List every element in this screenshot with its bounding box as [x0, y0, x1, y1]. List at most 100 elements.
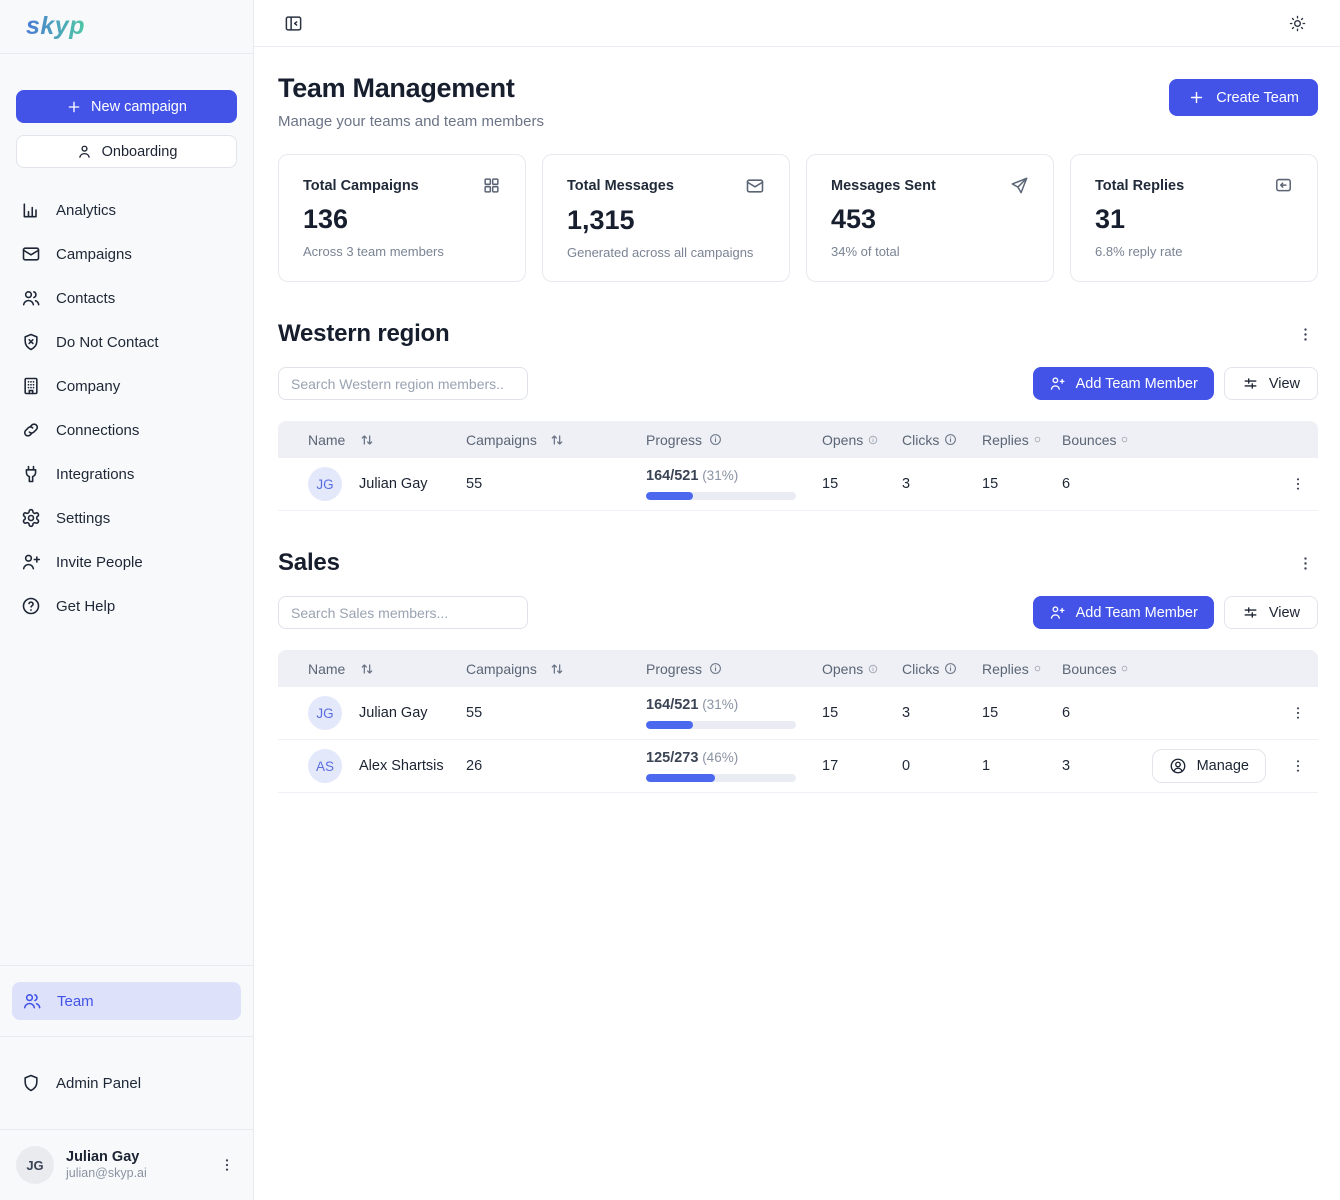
- column-header-opens: Opens: [822, 432, 902, 448]
- column-header-bounces: Bounces: [1062, 661, 1142, 677]
- row-menu-button[interactable]: [1286, 472, 1310, 496]
- sidebar-item-campaigns[interactable]: Campaigns: [0, 232, 253, 276]
- sort-icon: [549, 661, 565, 677]
- row-menu-button[interactable]: [1286, 701, 1310, 725]
- sidebar-item-integrations[interactable]: Integrations: [0, 452, 253, 496]
- stat-label: Total Replies: [1095, 177, 1185, 194]
- column-header-replies: Replies: [982, 432, 1062, 448]
- mail-icon: [21, 244, 41, 264]
- member-name: Julian Gay: [359, 705, 428, 721]
- sidebar-item-company[interactable]: Company: [0, 364, 253, 408]
- sidebar-item-analytics[interactable]: Analytics: [0, 188, 253, 232]
- new-campaign-button[interactable]: New campaign: [16, 90, 237, 123]
- add-team-member-button[interactable]: Add Team Member: [1032, 367, 1214, 400]
- info-icon[interactable]: [868, 435, 878, 445]
- shield-icon: [21, 1073, 41, 1093]
- gear-icon: [21, 508, 41, 528]
- info-icon[interactable]: [1034, 665, 1041, 672]
- sidebar-item-label: Campaigns: [56, 245, 132, 263]
- progress-text: 164/521 (31%): [646, 697, 739, 713]
- info-icon[interactable]: [1034, 436, 1041, 443]
- progress-cell: 164/521 (31%): [646, 697, 822, 729]
- onboarding-button[interactable]: Onboarding: [16, 135, 237, 168]
- sidebar-item-team[interactable]: Team: [12, 982, 241, 1020]
- create-team-button[interactable]: Create Team: [1169, 79, 1318, 116]
- team-menu-button[interactable]: [1293, 551, 1318, 576]
- table-body: JG Julian Gay 55 164/521 (31%) 15 3 15 6…: [278, 458, 1318, 511]
- team-menu-button[interactable]: [1293, 322, 1318, 347]
- progress-bar-track: [646, 774, 796, 782]
- team-name: Western region: [278, 320, 450, 347]
- divider: [0, 1036, 253, 1037]
- plus-icon: [66, 99, 82, 115]
- column-header-name[interactable]: Name: [278, 661, 466, 677]
- sidebar-item-invite-people[interactable]: Invite People: [0, 540, 253, 584]
- opens-value: 15: [822, 705, 839, 721]
- stat-label: Messages Sent: [831, 177, 936, 194]
- sidebar-item-do-not-contact[interactable]: Do Not Contact: [0, 320, 253, 364]
- view-button[interactable]: View: [1223, 367, 1318, 400]
- clicks-value: 0: [902, 758, 911, 774]
- campaigns-value: 26: [466, 758, 483, 774]
- grid-icon: [482, 176, 501, 195]
- team-name: Sales: [278, 549, 340, 576]
- info-icon[interactable]: [944, 662, 957, 675]
- sidebar-item-label: Get Help: [56, 597, 116, 615]
- table-header-row: Name Campaigns Progress Opens Clicks: [278, 421, 1318, 458]
- progress-bar-fill: [646, 774, 715, 782]
- people-icon: [21, 288, 41, 308]
- info-icon[interactable]: [1121, 436, 1128, 443]
- info-icon[interactable]: [709, 433, 722, 446]
- view-button[interactable]: View: [1223, 596, 1318, 629]
- avatar: JG: [16, 1146, 54, 1184]
- avatar: JG: [308, 696, 342, 730]
- table-header-row: Name Campaigns Progress Opens Clicks: [278, 650, 1318, 687]
- team-search-input[interactable]: [278, 367, 528, 400]
- stat-subtext: Across 3 team members: [303, 244, 444, 259]
- kebab-icon: [1290, 705, 1306, 721]
- sidebar-item-label: Contacts: [56, 289, 116, 307]
- sort-icon: [359, 432, 375, 448]
- column-header-name[interactable]: Name: [278, 432, 466, 448]
- info-icon[interactable]: [1121, 665, 1128, 672]
- add-team-member-button[interactable]: Add Team Member: [1032, 596, 1214, 629]
- campaigns-value: 55: [466, 705, 483, 721]
- column-header-campaigns[interactable]: Campaigns: [466, 432, 646, 448]
- team-search-input[interactable]: [278, 596, 528, 629]
- stat-subtext: Generated across all campaigns: [567, 245, 754, 260]
- team-table: Name Campaigns Progress Opens Clicks: [278, 421, 1318, 511]
- manage-button-label: Manage: [1196, 758, 1249, 774]
- info-icon[interactable]: [944, 433, 957, 446]
- bounces-value: 6: [1062, 476, 1071, 492]
- help-icon: [21, 596, 41, 616]
- theme-toggle-button[interactable]: [1286, 12, 1309, 35]
- table-row: AS Alex Shartsis 26 125/273 (46%) 17 0 1…: [278, 740, 1318, 793]
- row-menu-button[interactable]: [1286, 754, 1310, 778]
- user-menu-button[interactable]: [215, 1153, 239, 1177]
- column-header-clicks: Clicks: [902, 432, 982, 448]
- people-icon: [22, 991, 42, 1011]
- page-title: Team Management: [278, 73, 515, 103]
- user-profile: JG Julian Gay julian@skyp.ai: [0, 1130, 253, 1200]
- person-plus-icon: [21, 552, 41, 572]
- user-name: Julian Gay: [66, 1149, 140, 1166]
- sidebar-item-contacts[interactable]: Contacts: [0, 276, 253, 320]
- sidebar-nav: Analytics Campaigns Contacts Do Not Cont…: [0, 188, 253, 628]
- column-header-campaigns[interactable]: Campaigns: [466, 661, 646, 677]
- progress-text: 125/273 (46%): [646, 750, 739, 766]
- info-icon[interactable]: [868, 664, 878, 674]
- column-header-replies: Replies: [982, 661, 1062, 677]
- sidebar-item-connections[interactable]: Connections: [0, 408, 253, 452]
- info-icon[interactable]: [709, 662, 722, 675]
- sidebar-item-settings[interactable]: Settings: [0, 496, 253, 540]
- member-name: Alex Shartsis: [359, 758, 444, 774]
- progress-bar-track: [646, 492, 796, 500]
- progress-text: 164/521 (31%): [646, 468, 739, 484]
- sidebar-item-get-help[interactable]: Get Help: [0, 584, 253, 628]
- sidebar-item-admin-panel[interactable]: Admin Panel: [0, 1061, 253, 1105]
- manage-button[interactable]: Manage: [1151, 749, 1266, 783]
- avatar: AS: [308, 749, 342, 783]
- clicks-value: 3: [902, 705, 911, 721]
- sidebar-collapse-button[interactable]: [281, 11, 306, 36]
- sort-icon: [359, 661, 375, 677]
